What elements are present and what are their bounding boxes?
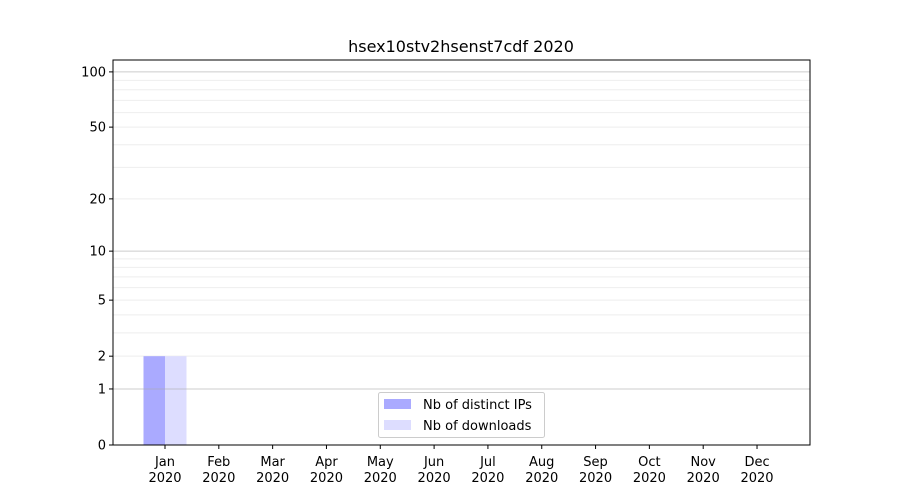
y-tick-label: 0 [98,439,106,454]
y-tick-label: 50 [89,121,106,136]
legend-box [378,392,545,438]
plot-frame [112,59,811,446]
x-tick-label: Aug 2020 [525,455,558,486]
y-tick-label: 20 [89,192,106,207]
grid [113,79,810,357]
x-tick-label: Mar 2020 [256,455,289,486]
x-tick-label: Sep 2020 [579,455,612,486]
x-tick-label: Oct 2020 [633,455,666,486]
legend-swatch-downloads [384,420,411,430]
x-tick-label: Apr 2020 [310,455,343,486]
chart-title: hsex10stv2hsenst7cdf 2020 [348,37,574,56]
x-tick-label: Feb 2020 [202,455,235,486]
x-tick-label: Jun 2020 [418,455,451,486]
legend-swatch-ips [384,399,411,409]
bar-downloads [165,356,187,445]
y-tick-label: 2 [98,350,106,365]
y-tick-label: 10 [89,245,106,260]
x-axis: Jan 2020 Feb 2020 Mar 2020 Apr 2020 May 2020 Jun 20… [148,445,774,486]
x-tick-label: Dec 2020 [740,455,773,486]
legend-label-downloads: Nb of downloads [423,419,532,434]
legend: Nb of distinct IPs Nb of downloads [378,392,545,438]
y-tick-label: 5 [98,294,106,309]
x-tick-label: May 2020 [364,455,397,486]
y-tick-label: 1 [98,382,106,397]
x-tick-label: Nov 2020 [687,455,720,486]
bars [143,356,187,445]
bar-distinct-ips [143,356,165,445]
x-tick-label: Jul 2020 [471,455,504,486]
x-tick-label: Jan 2020 [148,455,181,486]
legend-label-ips: Nb of distinct IPs [423,398,532,413]
y-axis: 0 1 2 5 10 20 50 100 [81,65,113,454]
major-grid [113,71,810,390]
y-tick-label: 100 [81,65,106,80]
